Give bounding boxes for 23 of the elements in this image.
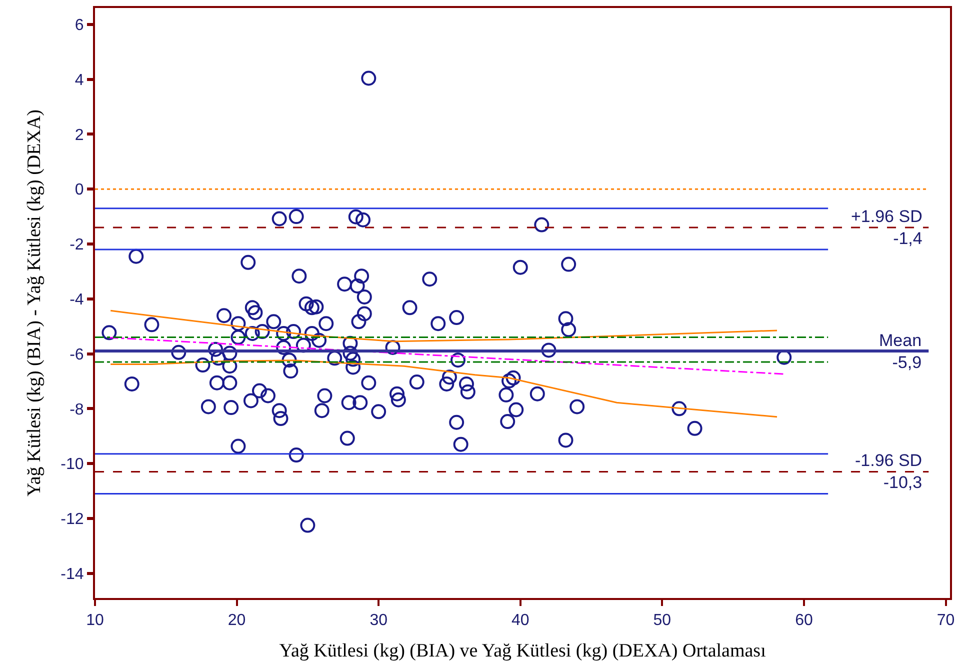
x-tick-label: 70 bbox=[936, 612, 955, 630]
y-tick-label: -14 bbox=[60, 566, 84, 583]
y-tick-label: 2 bbox=[74, 126, 84, 144]
ref-line-label: +1.96 SD -1,4 bbox=[851, 207, 922, 248]
x-tick-label: 60 bbox=[795, 612, 813, 630]
y-tick-label: -2 bbox=[70, 236, 84, 254]
x-tick-label: 40 bbox=[511, 612, 530, 630]
x-axis-title: Yağ Kütlesi (kg) (BIA) ve Yağ Kütlesi (kg) (DEXA) Ortalaması bbox=[279, 640, 766, 662]
y-tick-label: -12 bbox=[60, 511, 84, 528]
y-tick-label: 6 bbox=[74, 17, 84, 34]
y-tick-label: -10 bbox=[60, 456, 84, 474]
x-tick-label: 20 bbox=[228, 612, 246, 630]
x-tick-label: 10 bbox=[86, 612, 104, 630]
y-tick-label: 0 bbox=[74, 182, 84, 199]
y-tick-label: -8 bbox=[70, 401, 84, 418]
y-tick-label: -4 bbox=[70, 291, 84, 308]
ref-line-label: -1.96 SD -10,3 bbox=[855, 451, 922, 492]
y-tick-label: -6 bbox=[70, 346, 84, 364]
y-axis-title: Yağ Kütlesi (kg) (BIA) - Yağ Kütlesi (kg) (DEXA) bbox=[24, 109, 46, 497]
ref-line-label: Mean -5,9 bbox=[879, 331, 922, 372]
y-tick-label: 4 bbox=[74, 72, 84, 89]
x-tick-label: 30 bbox=[370, 612, 388, 630]
x-tick-label: 50 bbox=[653, 612, 672, 630]
